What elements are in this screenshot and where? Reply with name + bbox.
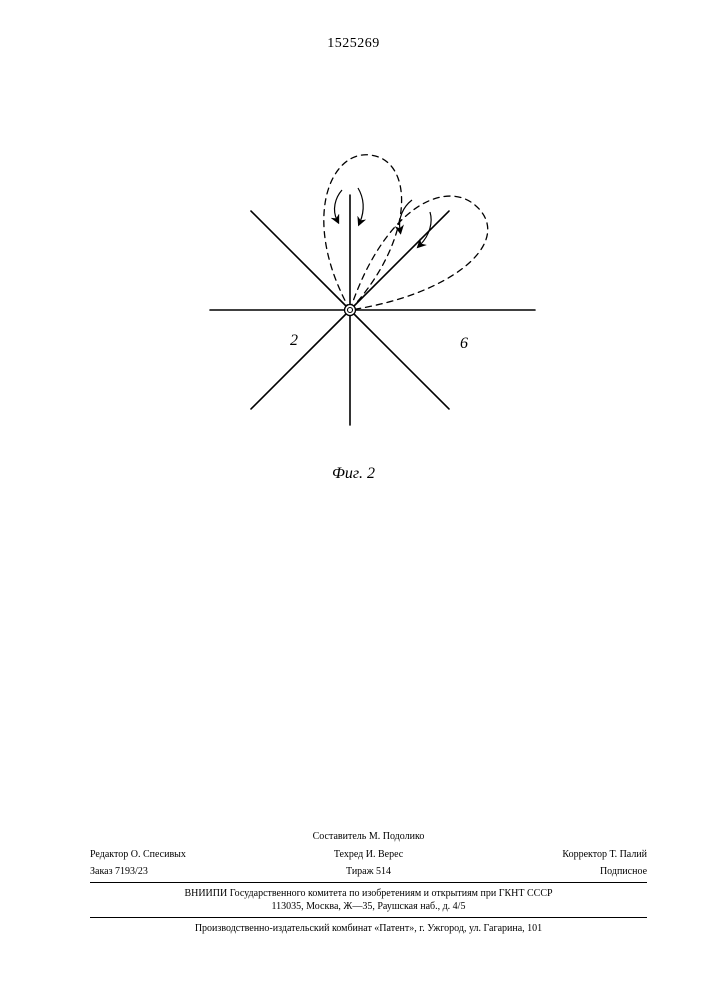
figure-svg: 26 bbox=[150, 110, 550, 480]
corrector: Корректор Т. Палий bbox=[461, 848, 647, 862]
footer-rule-1 bbox=[90, 882, 647, 883]
techred: Техред И. Верес bbox=[276, 848, 462, 862]
flow-lobes bbox=[324, 155, 488, 310]
printer-line: Производственно-издательский комбинат «П… bbox=[90, 922, 647, 936]
credits-row: Редактор О. Спесивых Техред И. Верес Кор… bbox=[90, 848, 647, 862]
spokes bbox=[210, 195, 535, 425]
subscription: Подписное bbox=[461, 865, 647, 879]
vniipi-line: ВНИИПИ Государственного комитета по изоб… bbox=[90, 887, 647, 901]
order-no: Заказ 7193/23 bbox=[90, 865, 276, 879]
svg-text:6: 6 bbox=[460, 335, 468, 352]
callouts: 26 bbox=[290, 332, 468, 352]
flow-arrows bbox=[335, 188, 432, 245]
address-line: 113035, Москва, Ж—35, Раушская наб., д. … bbox=[90, 900, 647, 914]
figure-2: 26 bbox=[150, 110, 550, 480]
page: 1525269 26 Фиг. 2 Составитель М. Подолик… bbox=[0, 0, 707, 1000]
footer-block: Составитель М. Подолико Редактор О. Спес… bbox=[90, 830, 647, 935]
svg-text:2: 2 bbox=[290, 332, 298, 349]
tirazh: Тираж 514 bbox=[276, 865, 462, 879]
compiler: Составитель М. Подолико bbox=[90, 830, 647, 844]
editor: Редактор О. Спесивых bbox=[90, 848, 276, 862]
figure-label: Фиг. 2 bbox=[0, 465, 707, 483]
order-row: Заказ 7193/23 Тираж 514 Подписное bbox=[90, 865, 647, 879]
document-number: 1525269 bbox=[0, 36, 707, 52]
footer-rule-2 bbox=[90, 917, 647, 918]
hub bbox=[345, 305, 356, 316]
